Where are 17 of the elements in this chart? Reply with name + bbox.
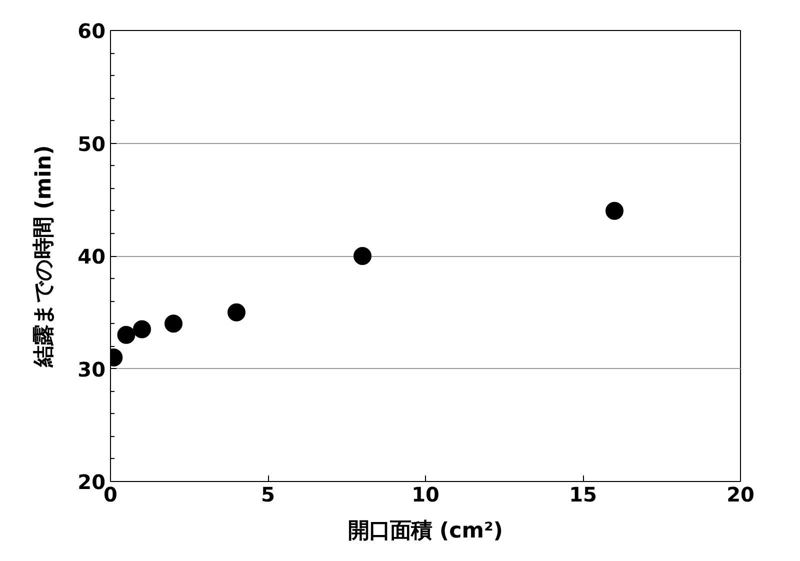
point	[164, 314, 182, 333]
x-tick-label: 15	[569, 482, 597, 506]
point	[117, 326, 136, 344]
point	[606, 202, 624, 220]
y-tick-label: 30	[78, 357, 106, 382]
point	[133, 320, 151, 338]
x-tick-label: 5	[261, 482, 275, 506]
x-axis-title: 開口面積 (cm²)	[348, 518, 504, 544]
point	[354, 247, 372, 265]
x-tick-label: 20	[726, 482, 754, 506]
point	[228, 303, 246, 322]
x-tick-label: 10	[412, 482, 440, 506]
x-tick-label: 0	[104, 482, 118, 506]
y-axis-title: 結露までの時間 (min)	[32, 145, 57, 368]
y-tick-label: 60	[78, 19, 106, 43]
y-tick-label: 50	[78, 132, 106, 156]
y-tick-label: 40	[78, 244, 106, 268]
